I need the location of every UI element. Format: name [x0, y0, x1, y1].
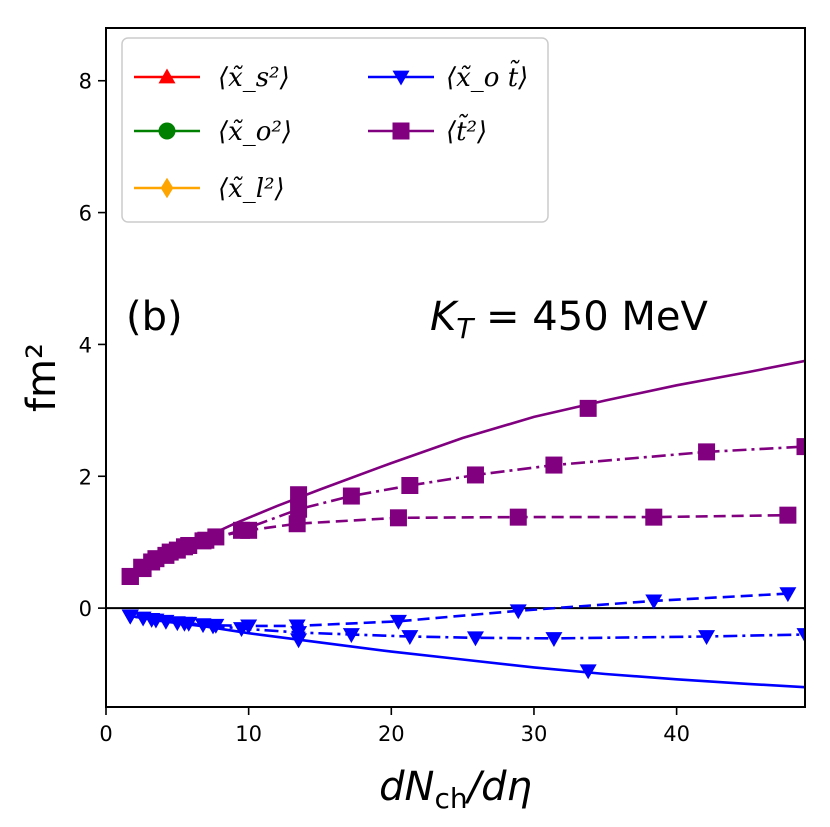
x-tick-label: 10 — [235, 722, 262, 746]
data-point — [194, 532, 212, 550]
data-point — [796, 628, 805, 643]
data-point — [143, 553, 161, 571]
legend-marker — [158, 68, 176, 84]
legend-marker — [392, 70, 410, 86]
data-point — [207, 618, 225, 634]
series-line — [129, 513, 788, 578]
legend-label: ⟨x̃_s²⟩ — [218, 63, 290, 93]
series-3 — [121, 506, 797, 585]
data-point — [509, 508, 527, 526]
x-tick-label: 40 — [663, 722, 690, 746]
y-axis-label: fm² — [19, 343, 65, 412]
data-point — [121, 609, 139, 625]
data-point — [157, 614, 175, 630]
data-point — [545, 632, 563, 647]
data-point — [545, 456, 563, 474]
data-point — [207, 528, 225, 546]
y-tick-label: 6 — [79, 202, 92, 226]
legend-label: ⟨t̃²⟩ — [446, 113, 487, 147]
series-2 — [121, 438, 805, 585]
data-point — [342, 487, 360, 505]
data-point — [401, 477, 419, 495]
legend-label: ⟨x̃_l²⟩ — [218, 174, 285, 204]
legend-entry: ⟨x̃_l²⟩ — [134, 174, 285, 204]
legend-entry: ⟨x̃_o t̃⟩ — [368, 59, 528, 93]
y-tick-label: 0 — [79, 597, 92, 621]
legend-label: ⟨x̃_o t̃⟩ — [446, 59, 528, 93]
legend-entry: ⟨t̃²⟩ — [368, 113, 487, 147]
data-point — [796, 438, 805, 456]
x-tick-label: 30 — [521, 722, 548, 746]
data-point — [466, 466, 484, 484]
panel-label: (b) — [126, 294, 183, 340]
y-tick-label: 8 — [79, 70, 92, 94]
legend-marker — [392, 122, 410, 140]
x-tick-label: 0 — [99, 722, 112, 746]
data-point — [579, 664, 597, 680]
data-point — [168, 616, 186, 632]
legend-marker — [160, 177, 174, 199]
data-point — [342, 628, 360, 643]
data-point — [779, 587, 797, 603]
data-point — [389, 509, 407, 527]
y-tick-label: 2 — [79, 465, 92, 489]
data-point — [290, 486, 308, 504]
data-point — [401, 630, 419, 645]
data-point — [290, 500, 308, 518]
data-point — [645, 594, 663, 610]
series-7 — [121, 587, 797, 635]
data-point — [121, 567, 139, 585]
legend-label: ⟨x̃_o²⟩ — [218, 117, 292, 147]
series-line — [130, 614, 805, 689]
legend: ⟨x̃_s²⟩ ⟨x̃_o²⟩ ⟨x̃_l²⟩ ⟨x̃_o t̃⟩ ⟨t̃²⟩ — [121, 37, 549, 223]
series-line — [130, 592, 788, 628]
y-tick-label: 4 — [79, 333, 92, 357]
data-point — [698, 443, 716, 461]
series-line — [130, 614, 805, 640]
series-4 — [130, 614, 805, 689]
legend-entry: ⟨x̃_s²⟩ — [134, 63, 290, 93]
data-point — [288, 515, 306, 533]
legend-marker — [158, 122, 176, 140]
data-point — [194, 618, 212, 634]
legend-box — [121, 37, 549, 223]
x-axis-label: dNch/dη — [379, 764, 532, 815]
data-point — [240, 521, 258, 539]
legend-entry: ⟨x̃_o²⟩ — [134, 117, 292, 147]
data-point — [240, 619, 258, 635]
data-point — [290, 626, 308, 642]
series-line — [129, 445, 805, 578]
x-tick-label: 20 — [378, 722, 405, 746]
data-point — [389, 614, 407, 630]
kt-annotation: KT = 450 MeV — [430, 294, 708, 345]
plot-frame — [105, 27, 806, 708]
data-point — [779, 506, 797, 524]
data-point — [180, 536, 198, 554]
data-point — [180, 616, 198, 632]
data-point — [698, 630, 716, 645]
data-point — [509, 604, 527, 620]
data-point — [579, 399, 597, 417]
data-point — [645, 508, 663, 526]
series-6 — [121, 609, 805, 647]
data-point — [288, 619, 306, 635]
data-point — [466, 631, 484, 647]
data-point — [143, 612, 161, 628]
